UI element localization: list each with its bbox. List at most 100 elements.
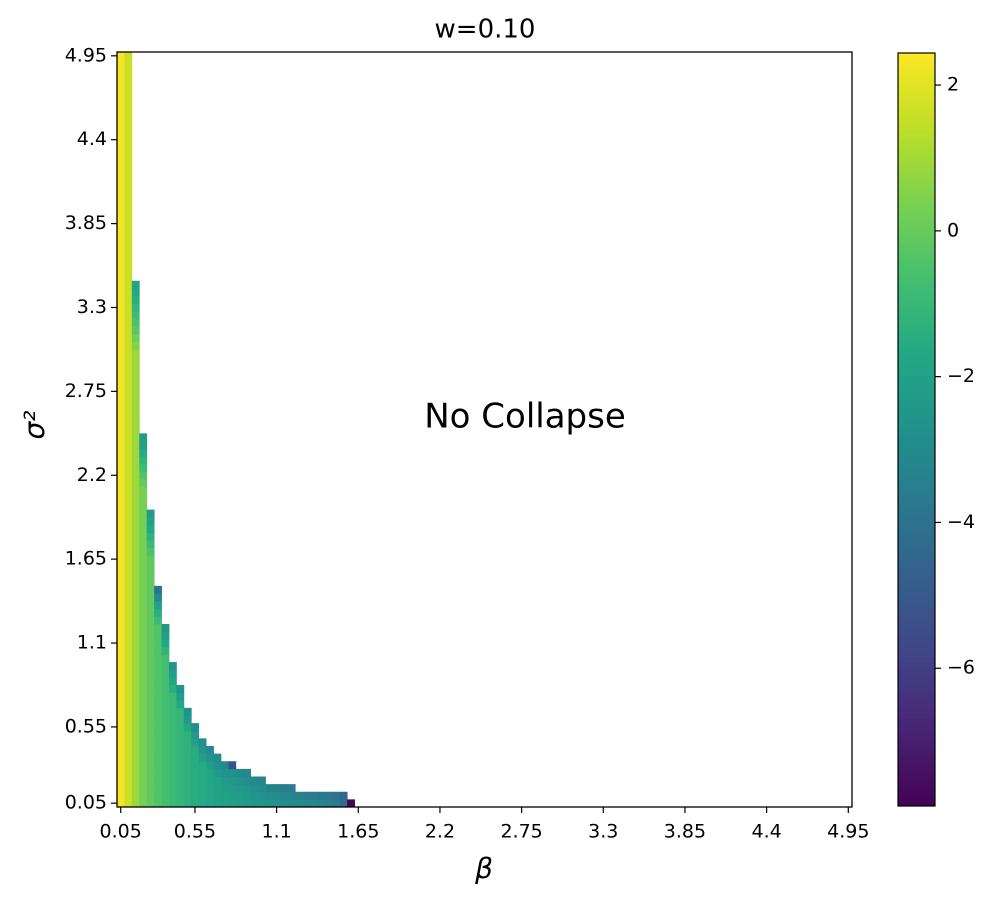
- heat-cell: [131, 486, 140, 495]
- heat-cell: [272, 799, 281, 808]
- heat-cell: [191, 784, 200, 793]
- heat-cell: [310, 799, 318, 808]
- heat-cell: [131, 357, 140, 366]
- heat-cell: [117, 410, 125, 419]
- heat-cell: [302, 791, 311, 800]
- heat-cell: [265, 799, 274, 808]
- heat-cell: [131, 280, 140, 289]
- heat-cell: [139, 433, 148, 442]
- heat-cell: [168, 677, 177, 686]
- heat-cell: [117, 151, 125, 160]
- heat-cell: [124, 113, 133, 122]
- heat-cell: [117, 257, 125, 266]
- heat-cell: [117, 235, 125, 244]
- heat-cell: [146, 684, 155, 694]
- heat-cell: [146, 623, 155, 632]
- heat-cell: [117, 745, 125, 755]
- x-tick-label: 2.75: [500, 821, 542, 843]
- heat-cell: [139, 700, 148, 709]
- heat-cell: [235, 784, 244, 793]
- heat-cell: [117, 662, 125, 671]
- heat-cell: [250, 784, 259, 793]
- heat-cell: [139, 692, 148, 701]
- heat-cell: [258, 784, 266, 793]
- heat-cell: [220, 784, 229, 793]
- heat-cell: [131, 479, 140, 488]
- heat-cell: [131, 639, 140, 648]
- heat-cell: [154, 677, 162, 686]
- heat-cell: [139, 723, 148, 732]
- heat-cell: [154, 791, 162, 800]
- heat-cell: [117, 463, 125, 472]
- heat-cell: [131, 715, 140, 724]
- heat-cell: [146, 761, 155, 770]
- heat-cell: [117, 799, 125, 808]
- y-axis-label: σ²: [18, 411, 51, 440]
- heat-cell: [287, 784, 296, 793]
- heat-cell: [131, 791, 140, 800]
- heat-cell: [154, 768, 162, 777]
- heat-cell: [228, 799, 237, 808]
- heat-cell: [139, 456, 148, 465]
- heat-cell: [168, 776, 177, 785]
- heat-cell: [139, 440, 148, 449]
- heat-cell: [183, 791, 192, 800]
- heat-cell: [161, 684, 170, 694]
- heat-cell: [183, 799, 192, 808]
- heat-cell: [117, 707, 125, 716]
- heat-cell: [131, 784, 140, 793]
- heat-cell: [124, 74, 133, 83]
- heat-cell: [154, 669, 162, 678]
- heat-cell: [176, 745, 185, 755]
- heat-cell: [117, 341, 125, 350]
- heat-cell: [117, 97, 125, 106]
- heat-cell: [161, 776, 170, 785]
- heat-cell: [213, 753, 222, 762]
- heat-cell: [124, 669, 133, 678]
- heat-cell: [124, 601, 133, 610]
- heat-cell: [168, 738, 177, 747]
- heat-cell: [154, 707, 162, 716]
- heat-cell: [139, 471, 148, 480]
- heat-cell: [198, 768, 207, 777]
- heat-cell: [117, 174, 125, 183]
- heat-cell: [146, 768, 155, 777]
- heat-cell: [228, 784, 237, 793]
- heat-cell: [117, 74, 125, 83]
- heat-cell: [161, 646, 170, 655]
- heat-cell: [117, 242, 125, 251]
- heat-cell: [168, 791, 177, 800]
- heat-cell: [117, 700, 125, 709]
- heat-cell: [117, 402, 125, 411]
- heat-cell: [168, 761, 177, 770]
- heat-cell: [124, 654, 133, 663]
- heat-cell: [131, 684, 140, 694]
- heat-cell: [131, 654, 140, 663]
- heat-cell: [124, 135, 133, 144]
- heat-cell: [139, 616, 148, 625]
- heat-cell: [176, 761, 185, 770]
- heat-cell: [213, 799, 222, 808]
- heat-cell: [124, 189, 133, 198]
- heat-cell: [168, 768, 177, 777]
- heat-cell: [124, 341, 133, 350]
- heat-cell: [131, 456, 140, 465]
- heat-cell: [347, 799, 355, 808]
- heat-cell: [131, 677, 140, 686]
- heat-cell: [117, 250, 125, 259]
- heat-cell: [258, 776, 266, 785]
- heat-cell: [139, 784, 148, 793]
- heat-cell: [124, 776, 133, 785]
- heat-cell: [146, 654, 155, 663]
- heat-cell: [124, 288, 133, 297]
- colorbar-tick-label: 0: [947, 219, 959, 241]
- heat-cell: [131, 440, 140, 449]
- heat-cell: [131, 349, 140, 358]
- heat-cell: [124, 257, 133, 266]
- heat-cell: [139, 486, 148, 495]
- heat-cell: [124, 471, 133, 480]
- heat-cell: [176, 707, 185, 716]
- heat-cell: [117, 562, 125, 571]
- heat-cell: [191, 761, 200, 770]
- heat-cell: [228, 761, 237, 770]
